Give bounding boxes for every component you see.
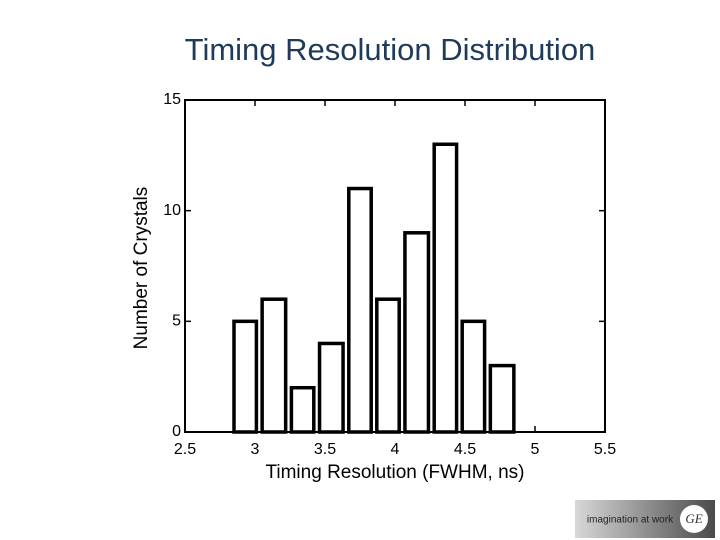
logo-mark: GE	[685, 511, 702, 526]
x-tick-label: 5.5	[594, 441, 616, 458]
bar	[460, 319, 487, 434]
bar	[432, 142, 459, 434]
bar	[347, 186, 373, 434]
bar	[403, 231, 431, 434]
y-tick-label: 5	[172, 313, 181, 330]
axes-box	[184, 99, 606, 433]
y-tick-label: 15	[163, 91, 181, 108]
y-axis-label: Number of Crystals	[131, 187, 152, 350]
x-tick-label: 2.5	[174, 441, 196, 458]
logo: imagination at work GE	[575, 500, 715, 538]
y-tick-label: 0	[172, 423, 181, 440]
plot-area: 0 5 10 15 2.5 3 3.5 4 4.5 5 5.5	[163, 91, 616, 458]
x-axis-label: Timing Resolution (FWHM, ns)	[265, 462, 524, 483]
logo-tagline: imagination at work	[587, 515, 674, 526]
bar	[375, 297, 401, 434]
x-tick-label: 5	[531, 441, 540, 458]
bar	[289, 385, 316, 434]
bar	[232, 319, 259, 434]
bar	[260, 297, 288, 434]
logo-circle	[680, 505, 708, 533]
y-tick-label: 10	[163, 202, 181, 219]
bar	[317, 341, 345, 434]
bar	[488, 363, 516, 434]
x-tick-label: 4.5	[454, 441, 476, 458]
x-tick-label: 4	[391, 441, 400, 458]
x-tick-label: 3	[251, 441, 260, 458]
chart-title: Timing Resolution Distribution	[185, 32, 596, 67]
x-tick-label: 3.5	[314, 441, 336, 458]
